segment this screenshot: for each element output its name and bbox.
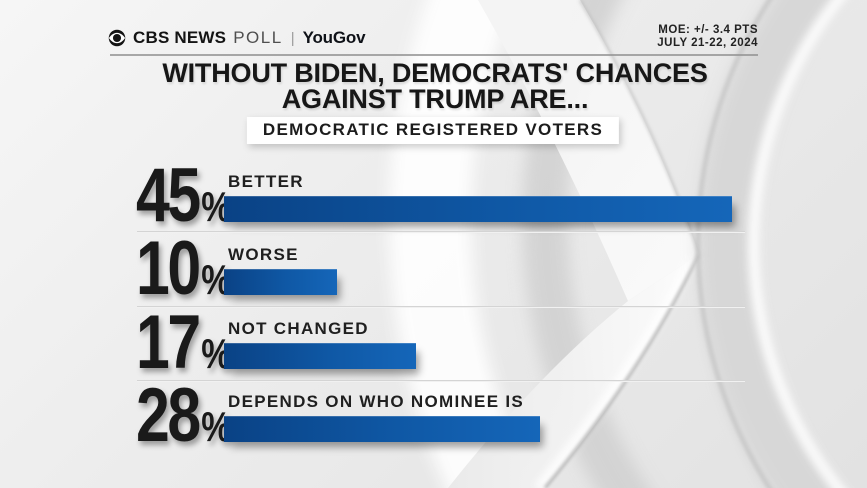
category-label: DEPENDS ON WHO NOMINEE IS — [228, 392, 525, 411]
moe-note: MOE: +/- 3.4 PTS JULY 21-22, 2024 — [657, 24, 758, 50]
value-label: 28% — [136, 378, 231, 459]
title-line-1: WITHOUT BIDEN, DEMOCRATS' CHANCES — [162, 58, 708, 88]
date-line: JULY 21-22, 2024 — [657, 37, 758, 49]
brand-divider: | — [290, 29, 295, 47]
row-separator — [137, 231, 745, 233]
bar-better — [224, 196, 732, 222]
bar-row-better: 45% BETTER — [0, 158, 867, 234]
row-separator — [137, 380, 745, 382]
moe-line: MOE: +/- 3.4 PTS — [658, 24, 758, 36]
header-rule — [110, 54, 758, 56]
bar-row-not-changed: 17% NOT CHANGED — [0, 305, 867, 381]
category-label: WORSE — [228, 245, 299, 264]
bar-depends — [224, 416, 540, 442]
brand-cbs-news: CBS NEWS — [133, 28, 227, 47]
bar-not-changed — [224, 343, 416, 369]
brand-yougov: YouGov — [302, 28, 366, 47]
value-number: 28 — [136, 373, 201, 458]
value-number: 17 — [136, 300, 201, 385]
brand-poll: POLL — [233, 28, 283, 47]
category-label: BETTER — [228, 172, 304, 191]
value-number: 10 — [136, 226, 201, 311]
value-label: 17% — [136, 305, 231, 386]
subtitle-banner: DEMOCRATIC REGISTERED VOTERS — [246, 117, 620, 144]
value-number: 45 — [136, 153, 201, 238]
bar-worse — [224, 269, 337, 295]
cbs-eye-icon — [108, 29, 126, 47]
brand-lockup: CBS NEWS POLL | YouGov — [108, 28, 366, 48]
category-label: NOT CHANGED — [228, 319, 369, 338]
bar-row-depends: 28% DEPENDS ON WHO NOMINEE IS — [0, 378, 867, 454]
row-separator — [137, 306, 745, 308]
page-title: WITHOUT BIDEN, DEMOCRATS' CHANCES AGAINS… — [60, 58, 810, 114]
title-line-2: AGAINST TRUMP ARE... — [281, 84, 589, 114]
value-label: 10% — [136, 231, 231, 312]
bar-row-worse: 10% WORSE — [0, 231, 867, 307]
